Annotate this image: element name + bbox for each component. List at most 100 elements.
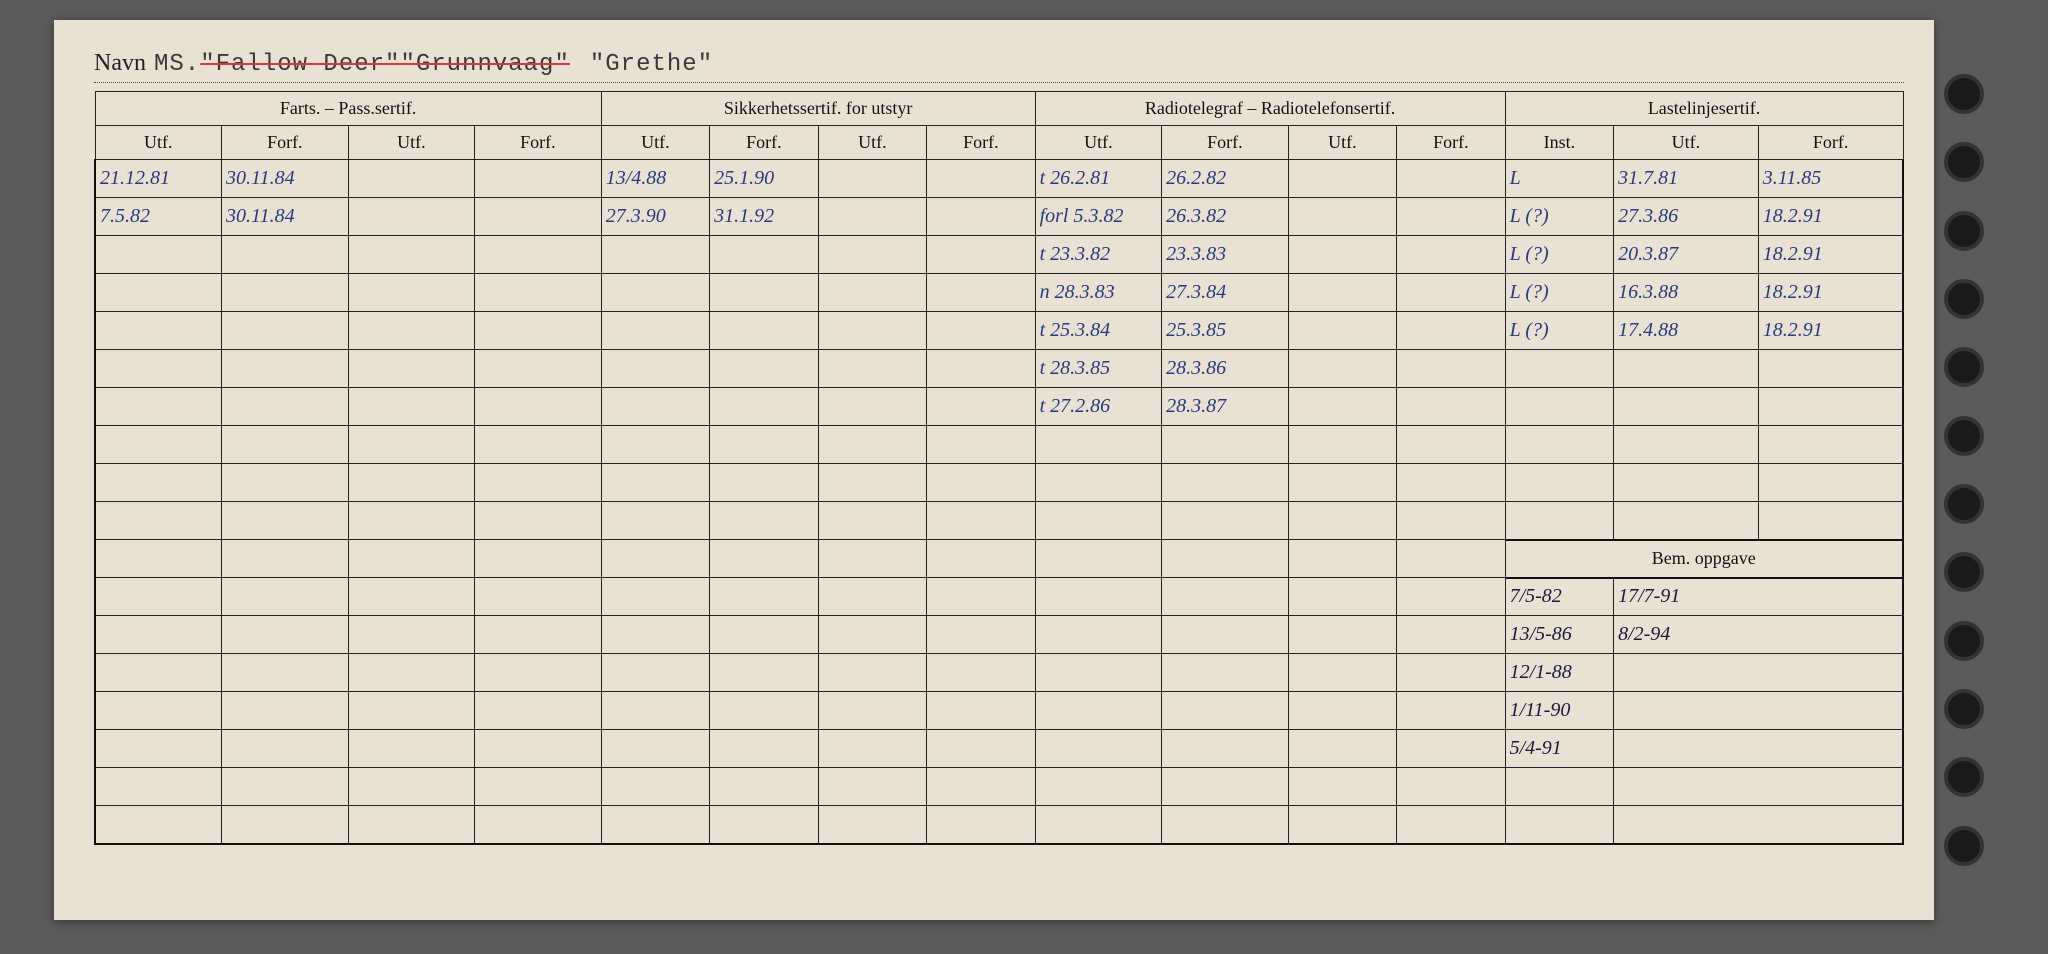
cell: 27.3.86 [1614, 198, 1759, 236]
cell [348, 160, 475, 198]
cell [601, 464, 709, 502]
cell [927, 616, 1035, 654]
cell [1397, 768, 1505, 806]
cell [348, 274, 475, 312]
handwritten-value: t 26.2.81 [1040, 167, 1111, 189]
cell: t 25.3.84 [1035, 312, 1162, 350]
cell [348, 350, 475, 388]
binder-hole [1944, 279, 1984, 319]
name-grethe: "Grethe" [590, 51, 713, 78]
cell [1397, 464, 1505, 502]
cell [222, 464, 349, 502]
page-wrap: Navn MS. "Fallow Deer" "Grunnvaag" "Gret… [54, 20, 1994, 920]
cell [475, 692, 602, 730]
cell [222, 236, 349, 274]
cell [1397, 502, 1505, 540]
cell [818, 730, 926, 768]
cell: 1/11-90 [1505, 692, 1613, 730]
cell [475, 768, 602, 806]
cell [1758, 502, 1903, 540]
cell [927, 578, 1035, 616]
sub-forf: Forf. [1397, 126, 1505, 160]
cell [1288, 236, 1396, 274]
handwritten-value: 27.3.84 [1166, 281, 1226, 303]
cell [1035, 426, 1162, 464]
cell: L (?) [1505, 274, 1613, 312]
handwritten-value: 5/4-91 [1510, 737, 1562, 759]
cell: 13/5-86 [1505, 616, 1613, 654]
cell [1397, 426, 1505, 464]
cell [1288, 806, 1396, 844]
group-header-row: Farts. – Pass.sertif. Sikkerhetssertif. … [95, 92, 1903, 126]
handwritten-value: 28.3.86 [1166, 357, 1226, 379]
handwritten-value: 25.1.90 [714, 167, 774, 189]
cell [601, 236, 709, 274]
cell [1288, 768, 1396, 806]
cell [1505, 806, 1613, 844]
cell [348, 236, 475, 274]
cell [1288, 540, 1396, 578]
cell [1288, 274, 1396, 312]
cell [710, 578, 818, 616]
cell [601, 274, 709, 312]
cell [1162, 426, 1289, 464]
cell [95, 388, 222, 426]
cell [601, 692, 709, 730]
cell [222, 806, 349, 844]
handwritten-value: 27.3.90 [606, 205, 666, 227]
cell: L (?) [1505, 198, 1613, 236]
handwritten-value: t 28.3.85 [1040, 357, 1111, 379]
cell [222, 426, 349, 464]
table-row [95, 806, 1903, 844]
table-row: t 28.3.85 28.3.86 [95, 350, 1903, 388]
table-row: 7/5-8217/7-91 [95, 578, 1903, 616]
sub-forf: Forf. [1758, 126, 1903, 160]
cell [95, 274, 222, 312]
cell [475, 426, 602, 464]
cell [927, 540, 1035, 578]
handwritten-value: L (?) [1510, 319, 1549, 341]
handwritten-value: 28.3.87 [1166, 395, 1226, 417]
cell [1162, 578, 1289, 616]
table-row [95, 426, 1903, 464]
cell [1162, 730, 1289, 768]
cell [348, 388, 475, 426]
certificate-table: Farts. – Pass.sertif. Sikkerhetssertif. … [94, 91, 1904, 845]
cell [348, 654, 475, 692]
cell [475, 350, 602, 388]
handwritten-value: 21.12.81 [100, 167, 170, 189]
cell [95, 692, 222, 730]
cell [1397, 692, 1505, 730]
sub-utf: Utf. [1288, 126, 1396, 160]
binder-hole [1944, 826, 1984, 866]
cell: 28.3.87 [1162, 388, 1289, 426]
cell: 18.2.91 [1758, 274, 1903, 312]
cell: 31.7.81 [1614, 160, 1759, 198]
title-row: Navn MS. "Fallow Deer" "Grunnvaag" "Gret… [94, 50, 1904, 83]
cell: n 28.3.83 [1035, 274, 1162, 312]
handwritten-value: 26.2.82 [1166, 167, 1226, 189]
cell [1162, 540, 1289, 578]
cell [601, 768, 709, 806]
cell [1614, 388, 1759, 426]
handwritten-value: 31.1.92 [714, 205, 774, 227]
cell [475, 806, 602, 844]
cell [601, 578, 709, 616]
cell: forl 5.3.82 [1035, 198, 1162, 236]
cell [1288, 464, 1396, 502]
cell [710, 540, 818, 578]
cell [1614, 464, 1759, 502]
cell [927, 692, 1035, 730]
cell [1505, 388, 1613, 426]
cell: 12/1-88 [1505, 654, 1613, 692]
cell [95, 578, 222, 616]
table-row [95, 768, 1903, 806]
cell [818, 540, 926, 578]
binder-hole [1944, 416, 1984, 456]
cell [95, 312, 222, 350]
cell: 16.3.88 [1614, 274, 1759, 312]
binder-hole [1944, 211, 1984, 251]
sub-utf: Utf. [1035, 126, 1162, 160]
cell [95, 502, 222, 540]
cell [222, 730, 349, 768]
